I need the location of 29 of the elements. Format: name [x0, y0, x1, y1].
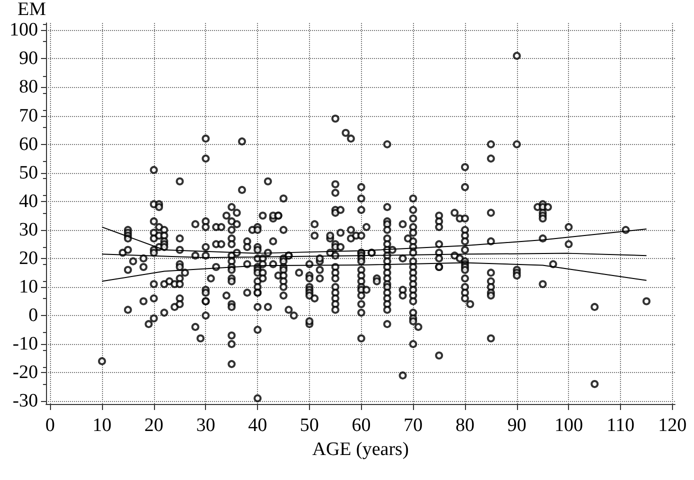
y-tick-label: 80 [19, 76, 38, 98]
y-tick-label: 70 [19, 105, 38, 126]
y-tick-label: 30 [19, 219, 38, 240]
x-tick-label: 120 [658, 415, 687, 436]
y-tick-label: -30 [12, 390, 38, 412]
y-tick-label: 90 [19, 48, 38, 70]
x-tick-label: 30 [196, 415, 216, 436]
x-tick-label: 60 [352, 415, 371, 436]
x-tick-label: 110 [606, 415, 634, 436]
y-tick-label: 100 [10, 20, 38, 41]
x-tick-label: 50 [300, 415, 319, 436]
y-tick-label: 0 [28, 305, 38, 326]
y-axis-title: EM [18, 0, 46, 20]
y-tick-label: 20 [19, 248, 38, 269]
x-tick-label: 0 [45, 415, 55, 436]
x-axis-title: AGE (years) [312, 439, 409, 460]
x-tick-label: 10 [92, 415, 112, 436]
y-tick-label: -20 [12, 362, 38, 384]
y-tick-label: 10 [19, 276, 38, 298]
x-tick-label: 70 [404, 415, 423, 436]
y-tick-label: 40 [19, 190, 38, 212]
x-tick-label: 90 [507, 415, 526, 436]
y-tick-label: 50 [19, 162, 38, 184]
x-tick-label: 80 [455, 415, 474, 436]
x-tick-label: 20 [144, 415, 164, 436]
y-tick-label: -10 [12, 334, 38, 355]
x-tick-label: 100 [554, 415, 583, 436]
x-tick-label: 40 [248, 415, 268, 436]
y-tick-label: 60 [19, 134, 38, 155]
